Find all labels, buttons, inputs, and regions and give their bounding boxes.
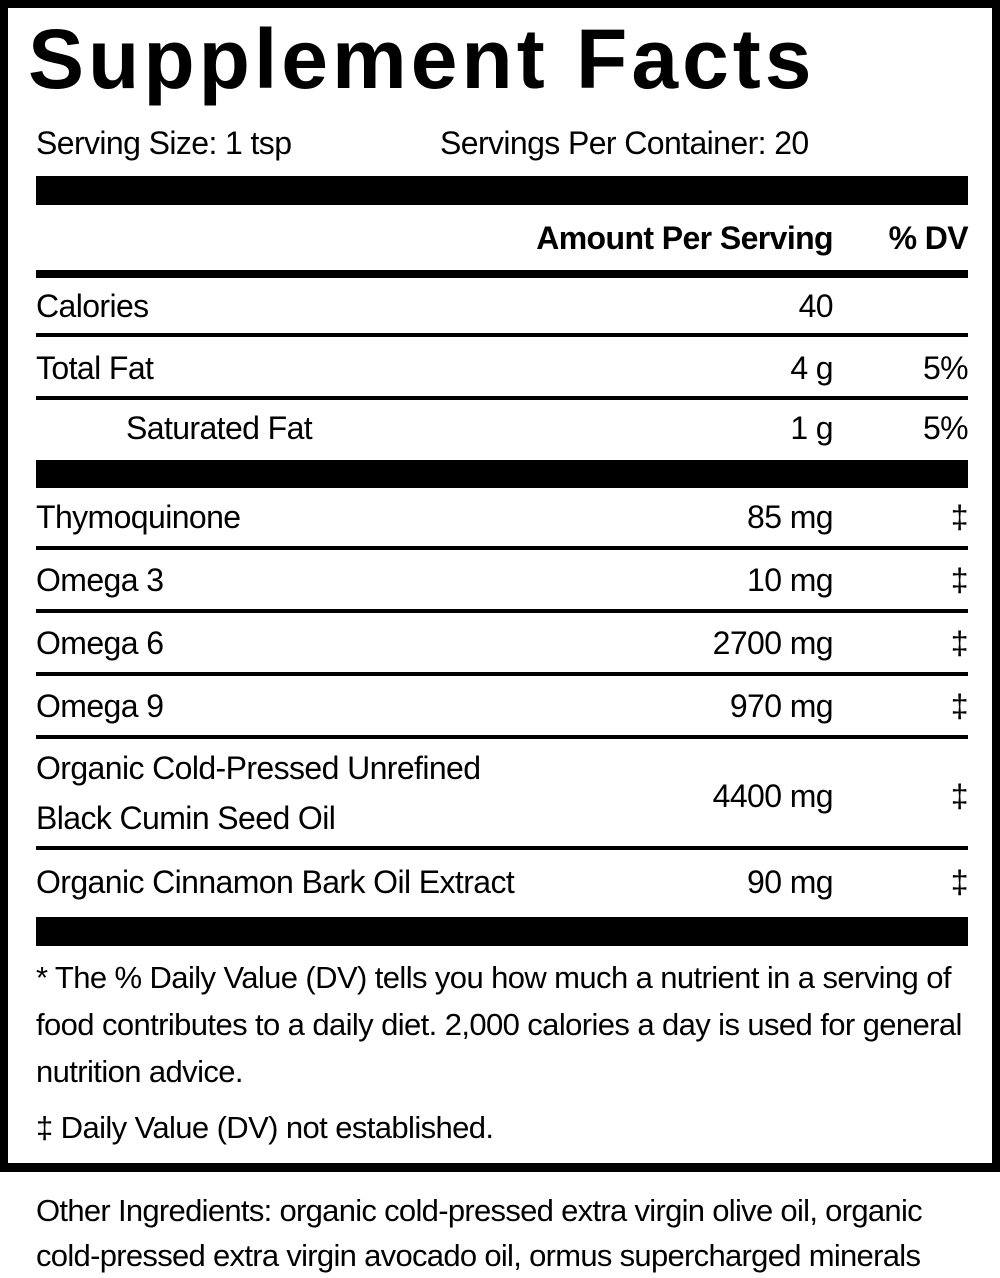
nutrient-dv: 5% — [922, 350, 969, 386]
divider — [36, 735, 968, 739]
nutrient-amount: 4 g — [790, 350, 833, 386]
serving-size: Serving Size: 1 tsp — [36, 125, 292, 161]
ingredient-name: Omega 3 — [36, 562, 164, 598]
ingredient-amount: 2700 mg — [712, 625, 834, 661]
servings-per-container: Servings Per Container: 20 — [440, 125, 809, 161]
nutrient-name: Total Fat — [36, 350, 154, 386]
nutrient-amount: 40 — [798, 288, 834, 324]
panel-title: Supplement Facts — [28, 12, 816, 106]
other-ingredients: Other Ingredients: organic cold-pressed … — [36, 1193, 923, 1273]
ingredient-amount: 90 mg — [747, 864, 834, 900]
ingredient-name-line1: Organic Cold-Pressed Unrefined — [36, 750, 481, 786]
divider — [36, 333, 968, 337]
supplement-facts-panel — [0, 0, 1000, 1172]
divider — [36, 546, 968, 550]
dv-header: % DV — [888, 220, 969, 256]
ingredient-name: Thymoquinone — [36, 499, 241, 535]
ingredient-name: Omega 9 — [36, 688, 164, 724]
ingredient-amount: 85 mg — [747, 499, 834, 535]
ingredient-dv: ‡ — [950, 562, 969, 598]
thick-divider — [36, 917, 968, 946]
ingredient-name-line2: Black Cumin Seed Oil — [36, 800, 336, 836]
nutrient-name: Calories — [36, 288, 149, 324]
ingredient-amount: 4400 mg — [712, 778, 834, 814]
thick-divider — [36, 176, 968, 205]
amount-header: Amount Per Serving — [536, 220, 833, 256]
divider — [36, 672, 968, 676]
nutrient-name: Saturated Fat — [126, 410, 313, 446]
ingredient-dv: ‡ — [950, 688, 969, 724]
ingredient-amount: 10 mg — [747, 562, 834, 598]
divider — [36, 846, 968, 850]
thick-divider — [36, 460, 968, 488]
ingredient-dv: ‡ — [950, 625, 969, 661]
not-established-footnote: ‡ Daily Value (DV) not established. — [36, 1110, 494, 1145]
divider — [36, 609, 968, 613]
ingredient-name: Organic Cinnamon Bark Oil Extract — [36, 864, 515, 900]
ingredient-name: Omega 6 — [36, 625, 164, 661]
ingredient-dv: ‡ — [950, 499, 969, 535]
nutrient-amount: 1 g — [790, 410, 833, 446]
dv-footnote: * The % Daily Value (DV) tells you how m… — [36, 960, 962, 1089]
ingredient-amount: 970 mg — [729, 688, 834, 724]
nutrient-dv: 5% — [922, 410, 969, 446]
ingredient-dv: ‡ — [950, 864, 969, 900]
divider — [36, 396, 968, 400]
ingredient-dv: ‡ — [950, 778, 969, 814]
divider — [36, 270, 968, 278]
